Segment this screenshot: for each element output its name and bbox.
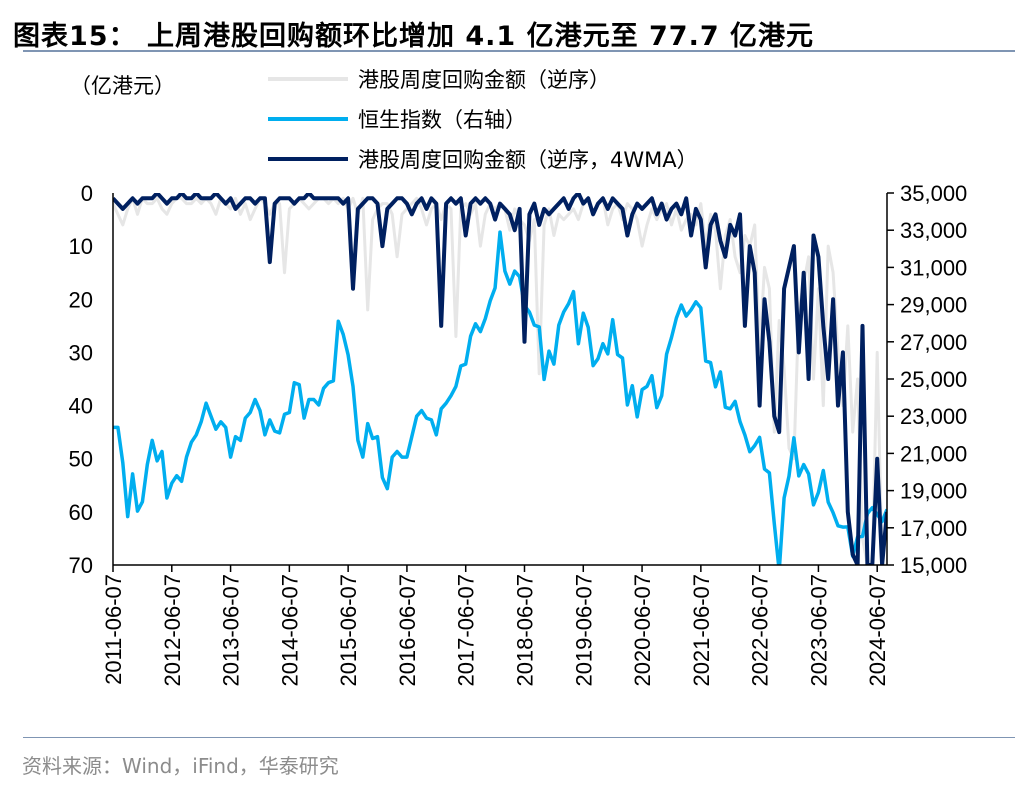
right-tick-label: 19,000 xyxy=(900,479,967,504)
left-tick-label: 10 xyxy=(69,234,93,259)
x-tick-label: 2019-06-07 xyxy=(571,574,596,687)
left-tick-label: 60 xyxy=(69,500,93,525)
right-tick-label: 23,000 xyxy=(900,404,967,429)
left-tick-label: 0 xyxy=(81,181,93,206)
right-tick-label: 27,000 xyxy=(900,330,967,355)
x-tick-label: 2017-06-07 xyxy=(454,574,479,687)
left-tick-label: 30 xyxy=(69,340,93,365)
x-tick-label: 2022-06-07 xyxy=(748,574,773,687)
x-tick-label: 2014-06-07 xyxy=(277,574,302,687)
legend-swatch xyxy=(268,117,348,121)
x-tick-label: 2015-06-07 xyxy=(336,574,361,687)
legend-item-hsi: 恒生指数（右轴） xyxy=(268,104,526,134)
x-tick-label: 2018-06-07 xyxy=(512,574,537,687)
legend-swatch xyxy=(268,157,348,161)
right-tick-label: 35,000 xyxy=(900,181,967,206)
series-line-1 xyxy=(113,196,887,565)
series-line-2 xyxy=(113,230,887,565)
right-tick-label: 31,000 xyxy=(900,255,967,280)
series-line-3 xyxy=(113,193,887,565)
title-divider xyxy=(23,50,1015,52)
right-tick-label: 29,000 xyxy=(900,293,967,318)
right-tick-label: 33,000 xyxy=(900,218,967,243)
legend-item-raw: 港股周度回购金额（逆序） xyxy=(268,64,610,94)
legend-swatch xyxy=(268,77,348,81)
source-divider xyxy=(23,737,1015,738)
x-tick-label: 2020-06-07 xyxy=(630,574,655,687)
legend-item-4wma: 港股周度回购金额（逆序，4WMA） xyxy=(268,144,698,174)
left-axis-unit: （亿港元） xyxy=(70,74,175,98)
left-tick-label: 50 xyxy=(69,447,93,472)
figure-title: 图表15： 上周港股回购额环比增加 4.1 亿港元至 77.7 亿港元 xyxy=(13,21,815,52)
source-note: 资料来源：Wind，iFind，华泰研究 xyxy=(22,754,339,778)
legend-label: 恒生指数（右轴） xyxy=(358,108,526,132)
x-tick-label: 2024-06-07 xyxy=(865,574,890,687)
x-tick-label: 2021-06-07 xyxy=(689,574,714,687)
x-tick-label: 2013-06-07 xyxy=(219,574,244,687)
x-tick-label: 2016-06-07 xyxy=(395,574,420,687)
right-tick-label: 21,000 xyxy=(900,441,967,466)
legend-label: 港股周度回购金额（逆序） xyxy=(358,68,610,92)
right-tick-label: 17,000 xyxy=(900,516,967,541)
x-tick-label: 2023-06-07 xyxy=(806,574,831,687)
left-tick-label: 70 xyxy=(69,553,93,578)
right-tick-label: 15,000 xyxy=(900,553,967,578)
x-tick-label: 2011-06-07 xyxy=(101,574,126,685)
left-tick-label: 40 xyxy=(69,394,93,419)
x-tick-label: 2012-06-07 xyxy=(160,574,185,687)
left-tick-label: 20 xyxy=(69,287,93,312)
legend-label: 港股周度回购金额（逆序，4WMA） xyxy=(358,148,698,172)
right-tick-label: 25,000 xyxy=(900,367,967,392)
